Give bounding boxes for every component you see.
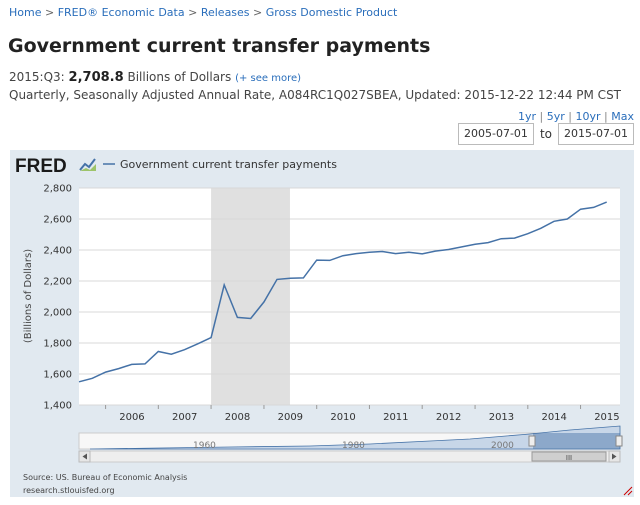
scroll-left-arrow-icon: [82, 453, 87, 460]
navigator-handle-right[interactable]: [615, 435, 623, 447]
x-tick-label: 2008: [225, 412, 250, 423]
y-tick-label: 1,800: [43, 339, 72, 350]
x-tick-label: 2011: [383, 412, 408, 423]
y-tick-label: 2,800: [43, 184, 72, 195]
recession-shading: [211, 188, 290, 405]
breadcrumb-gdp[interactable]: Gross Domestic Product: [265, 6, 398, 19]
breadcrumb-releases[interactable]: Releases: [200, 6, 250, 19]
scroll-right-arrow-icon: [612, 453, 617, 460]
y-tick-label: 1,600: [43, 370, 72, 381]
range-separator: |: [604, 110, 608, 123]
y-tick-label: 2,400: [43, 246, 72, 257]
breadcrumb-fred[interactable]: FRED® Economic Data: [57, 6, 185, 19]
y-axis-label: (Billions of Dollars): [23, 249, 34, 343]
x-tick-label: 2009: [278, 412, 303, 423]
observation-period: 2015:Q3:: [9, 70, 65, 84]
y-tick-label: 2,000: [43, 308, 72, 319]
navigator-selection[interactable]: [533, 433, 620, 449]
y-tick-label: 1,400: [43, 401, 72, 412]
navigator-label-1980: 1980: [342, 441, 365, 451]
start-date-field[interactable]: 2005-07-01: [457, 123, 534, 145]
range-separator: |: [568, 110, 572, 123]
line-chart: FRED Government current transfer payment…: [15, 156, 633, 496]
x-tick-label: 2010: [330, 412, 355, 423]
observation-units: Billions of Dollars: [127, 70, 232, 84]
range-5yr-link[interactable]: 5yr: [546, 110, 565, 123]
page-title: Government current transfer payments: [8, 35, 431, 57]
scrollbar[interactable]: III: [78, 450, 621, 463]
end-date-field[interactable]: 2015-07-01: [558, 123, 634, 145]
breadcrumb-separator: >: [253, 6, 263, 19]
y-tick-label: 2,600: [43, 215, 72, 226]
navigator[interactable]: 1960 1980 2000: [78, 425, 623, 451]
x-tick-label: 2013: [489, 412, 514, 423]
breadcrumb-separator: >: [44, 6, 55, 19]
navigator-handle-left[interactable]: [528, 435, 536, 447]
observation-value: 2,708.8: [68, 70, 124, 85]
breadcrumb: Home > FRED® Economic Data > Releases > …: [9, 6, 397, 19]
y-tick-label: 2,200: [43, 277, 72, 288]
range-links: 1yr | 5yr | 10yr | Max: [518, 110, 634, 123]
x-tick-label: 2015: [594, 412, 619, 423]
breadcrumb-home[interactable]: Home: [9, 6, 42, 19]
navigator-series: [89, 425, 621, 450]
chart-panel: FRED Government current transfer payment…: [10, 150, 634, 497]
range-1yr-link[interactable]: 1yr: [518, 110, 537, 123]
date-range: 2005-07-01 to 2015-07-01: [457, 123, 634, 145]
series-line: [78, 201, 607, 383]
range-separator: |: [539, 110, 544, 123]
chart-source: Source: US. Bureau of Economic Analysis: [23, 473, 187, 482]
x-tick-label: 2014: [541, 412, 566, 423]
scrollbar-grip: III: [566, 454, 572, 462]
fred-logo-graph-icon: [79, 158, 96, 171]
scrollbar-thumb[interactable]: [531, 451, 607, 462]
fred-logo: FRED: [15, 156, 67, 177]
x-tick-label: 2006: [119, 412, 144, 423]
series-meta: Quarterly, Seasonally Adjusted Annual Ra…: [9, 88, 622, 102]
navigator-label-2000: 2000: [491, 441, 514, 451]
breadcrumb-separator: >: [188, 6, 198, 19]
range-10yr-link[interactable]: 10yr: [575, 110, 601, 123]
legend-label: Government current transfer payments: [120, 158, 337, 171]
resize-handle-icon[interactable]: [623, 486, 633, 496]
date-range-to-label: to: [539, 127, 552, 141]
chart-site: research.stlouisfed.org: [23, 486, 115, 495]
see-more-link[interactable]: (+ see more): [235, 73, 302, 84]
range-max-link[interactable]: Max: [611, 110, 634, 123]
latest-observation: 2015:Q3: 2,708.8 Billions of Dollars (+ …: [9, 70, 301, 85]
x-tick-label: 2007: [172, 412, 197, 423]
navigator-label-1960: 1960: [193, 441, 216, 451]
plot-area: [79, 188, 620, 405]
x-tick-label: 2012: [436, 412, 461, 423]
